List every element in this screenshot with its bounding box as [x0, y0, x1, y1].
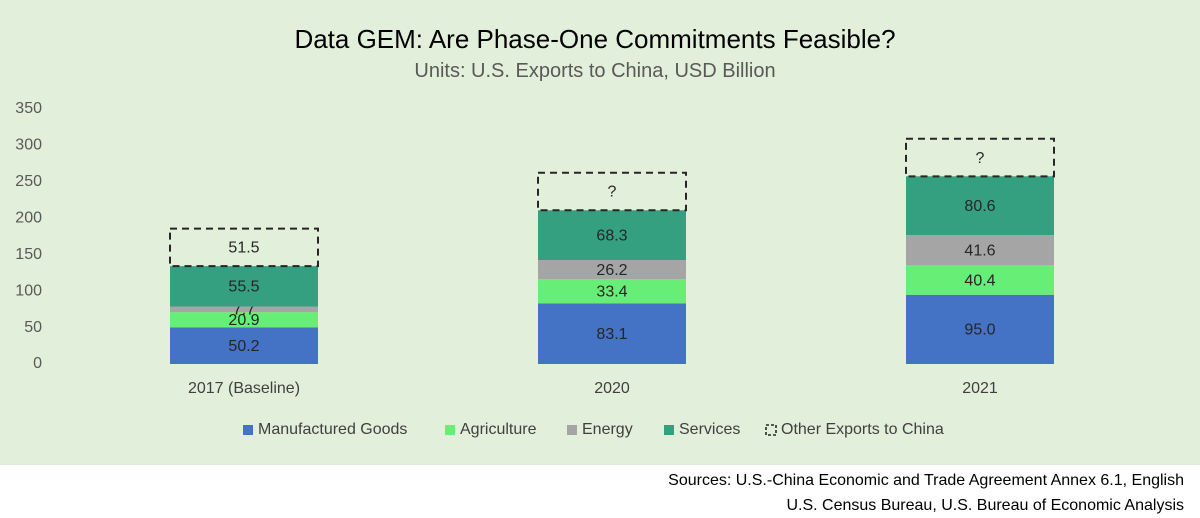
bar-segment-energy: [538, 260, 686, 280]
y-tick-label: 150: [15, 246, 42, 263]
data-label-agriculture: 20.9: [228, 312, 259, 329]
data-label-services: 68.3: [596, 227, 627, 244]
legend-label-agriculture: Agriculture: [460, 421, 537, 438]
y-tick-label: 200: [15, 210, 42, 227]
sources-note: Sources: U.S.-China Economic and Trade A…: [668, 468, 1184, 518]
x-tick-label: 2021: [962, 380, 998, 397]
bar-segment-manufactured-goods: [906, 294, 1054, 364]
stacked-bar-chart: 0 50 100 150 200 250 300 350 2017 (Baseline) 2020…: [15, 100, 1055, 438]
y-tick-label: 300: [15, 137, 42, 154]
legend-swatch-energy: [567, 425, 577, 435]
data-label-agriculture: 33.4: [596, 284, 627, 301]
legend-label-energy: Energy: [582, 421, 633, 438]
data-label-services: 55.5: [228, 279, 259, 296]
data-label-energy: 41.6: [964, 242, 995, 259]
bar-segment-manufactured-goods: [538, 303, 686, 364]
bar-segment-other-exports-to-china: [537, 171, 687, 212]
bar-segment-agriculture: [538, 279, 686, 304]
data-label-manufactured-goods: 83.1: [596, 326, 627, 343]
x-tick-label: 2017 (Baseline): [188, 380, 300, 397]
sources-line-1: Sources: U.S.-China Economic and Trade A…: [668, 472, 1184, 489]
legend-label-services: Services: [679, 421, 740, 438]
legend-swatch-services: [664, 425, 674, 435]
legend-label-other-exports-to-china: Other Exports to China: [781, 421, 944, 438]
legend-label-manufactured-goods: Manufactured Goods: [258, 421, 407, 438]
data-label-other-exports-to-china: 51.5: [228, 240, 259, 257]
bar-segment-services: [538, 210, 686, 261]
bar-segment-services: [906, 176, 1054, 236]
y-tick-label: 0: [33, 355, 42, 372]
y-tick-label: 100: [15, 282, 42, 299]
bar-segment-manufactured-goods: [170, 327, 318, 364]
bar-segment-other-exports-to-china: [905, 137, 1055, 178]
data-label-manufactured-goods: 95.0: [964, 322, 995, 339]
data-label-manufactured-goods: 50.2: [228, 338, 259, 355]
bar-segment-agriculture: [906, 265, 1054, 295]
x-tick-label: 2020: [594, 380, 630, 397]
bar-segment-energy: [906, 235, 1054, 266]
sources-line-2: U.S. Census Bureau, U.S. Bureau of Econo…: [786, 497, 1184, 514]
legend-swatch-agriculture: [445, 425, 455, 435]
legend-swatch-other-exports-to-china: [765, 424, 777, 436]
legend-swatch-manufactured-goods: [243, 425, 253, 435]
chart-title: Data GEM: Are Phase-One Commitments Feas…: [294, 24, 896, 54]
bar-segment-energy: [170, 306, 318, 313]
data-label-agriculture: 40.4: [964, 272, 995, 289]
data-label-other-exports-to-china: ?: [976, 150, 985, 167]
chart-subtitle: Units: U.S. Exports to China, USD Billio…: [414, 60, 776, 82]
bar-segment-other-exports-to-china: [169, 227, 319, 268]
bar-segment-services: [170, 266, 318, 307]
y-tick-label: 50: [24, 319, 42, 336]
chart-area: Data GEM: Are Phase-One Commitments Feas…: [0, 0, 1200, 465]
bar-segment-agriculture: [170, 312, 318, 328]
y-tick-label: 350: [15, 100, 42, 117]
data-label-other-exports-to-china: ?: [608, 184, 617, 201]
y-tick-label: 250: [15, 173, 42, 190]
data-label-services: 80.6: [964, 198, 995, 215]
data-label-energy: 26.2: [596, 262, 627, 279]
